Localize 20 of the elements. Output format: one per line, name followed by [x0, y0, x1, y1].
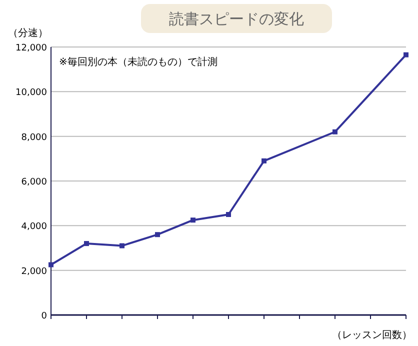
point: [155, 232, 160, 238]
point: [84, 241, 89, 246]
x-axis-title: （レッスン回数）: [332, 330, 412, 341]
y-tick-label: 2,000: [21, 266, 48, 277]
point: [332, 129, 338, 134]
y-tick-label: 6,000: [21, 178, 48, 188]
chart-title: 読書スピードの変化: [169, 10, 304, 28]
point: [226, 212, 231, 217]
y-tick-label: 0: [41, 312, 48, 322]
annotation: ※毎回別の本（未読のもの）で計測: [59, 56, 218, 68]
y-tick-label: 8,000: [21, 132, 48, 143]
y-tick-label: 4,000: [21, 222, 48, 232]
point: [404, 52, 408, 58]
y-axis-title: （分速）: [8, 27, 48, 39]
point: [48, 262, 54, 268]
y-tick-label: 10,000: [16, 88, 48, 98]
y-tick-label: 12,000: [16, 44, 48, 54]
point: [120, 243, 124, 248]
point: [190, 218, 196, 223]
point: [262, 158, 266, 164]
